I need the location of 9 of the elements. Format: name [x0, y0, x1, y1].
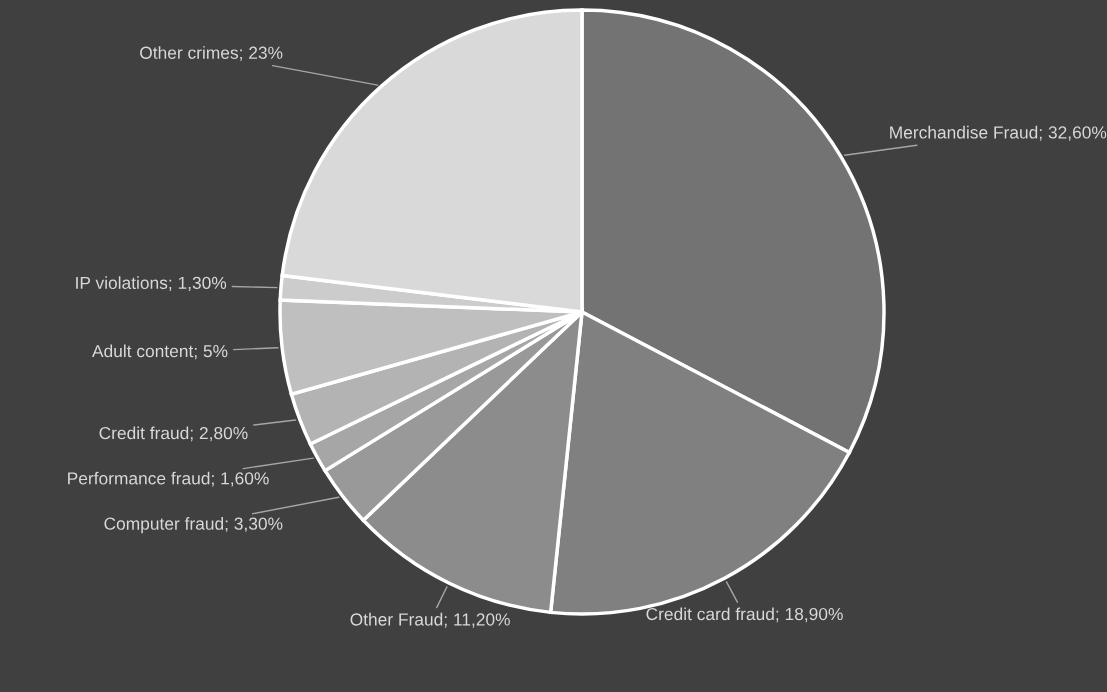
slice-label: Other crimes; 23%	[140, 46, 283, 61]
slice-label: Adult content; 5%	[92, 344, 228, 360]
slice-label: IP violations; 1,30%	[76, 276, 227, 292]
slice-label: Computer fraud; 3,30%	[104, 517, 283, 534]
slice-label: Credit fraud; 2,80%	[99, 426, 248, 442]
slice-label: Merchandise Fraud; 32,60%	[890, 125, 1107, 141]
slice-label: Other Fraud; 11,20%	[350, 612, 510, 628]
slice-label: Performance fraud; 1,60%	[68, 471, 269, 487]
slice-label: Credit card fraud; 18,90%	[646, 607, 843, 623]
